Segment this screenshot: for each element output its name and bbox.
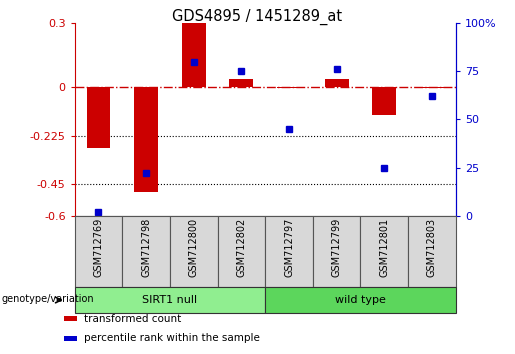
FancyBboxPatch shape (313, 216, 360, 287)
Text: GSM712797: GSM712797 (284, 218, 294, 278)
Text: GSM712803: GSM712803 (427, 218, 437, 277)
FancyBboxPatch shape (265, 287, 456, 313)
Bar (64, 336, 77, 341)
Bar (230, 79, 253, 87)
Text: GSM712802: GSM712802 (236, 218, 246, 277)
Text: GDS4895 / 1451289_at: GDS4895 / 1451289_at (173, 9, 342, 25)
Bar (182, 23, 205, 87)
Bar (277, 87, 301, 88)
Text: GSM712799: GSM712799 (332, 218, 341, 277)
Text: GSM712769: GSM712769 (94, 218, 104, 277)
Text: percentile rank within the sample: percentile rank within the sample (84, 333, 260, 343)
Bar (325, 79, 349, 87)
Bar (64, 316, 77, 321)
FancyBboxPatch shape (265, 216, 313, 287)
Text: transformed count: transformed count (84, 314, 181, 324)
Bar (87, 87, 110, 148)
Text: genotype/variation: genotype/variation (2, 294, 94, 304)
FancyBboxPatch shape (408, 216, 456, 287)
FancyBboxPatch shape (75, 216, 122, 287)
Bar (420, 87, 444, 88)
Text: wild type: wild type (335, 295, 386, 305)
Text: GSM712801: GSM712801 (380, 218, 389, 277)
Bar (134, 87, 158, 192)
FancyBboxPatch shape (75, 287, 265, 313)
FancyBboxPatch shape (170, 216, 217, 287)
FancyBboxPatch shape (217, 216, 265, 287)
FancyBboxPatch shape (360, 216, 408, 287)
Text: GSM712798: GSM712798 (141, 218, 151, 277)
FancyBboxPatch shape (122, 216, 170, 287)
Bar (372, 87, 396, 115)
Text: SIRT1 null: SIRT1 null (142, 295, 198, 305)
Text: GSM712800: GSM712800 (189, 218, 199, 277)
